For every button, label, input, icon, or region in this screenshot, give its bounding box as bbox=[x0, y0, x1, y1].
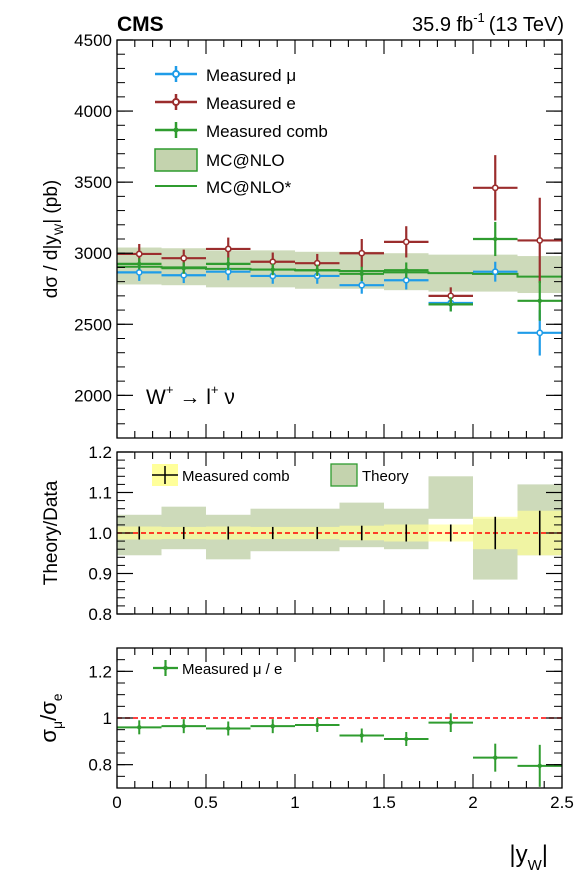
measured-mu-marker bbox=[135, 269, 143, 276]
measured-comb-marker bbox=[226, 261, 231, 267]
mid-ticks: 0.8 0.9 1.0 1.1 1.2 bbox=[88, 443, 563, 624]
mu-e-ratio-marker bbox=[315, 722, 320, 728]
legend-mu-marker bbox=[172, 70, 180, 78]
legend-entry-e: Measured e bbox=[155, 94, 296, 113]
mid-ytick-label: 1.0 bbox=[88, 524, 112, 543]
measured-e-marker bbox=[269, 258, 277, 266]
legend-mcnlo-swatch bbox=[154, 148, 198, 172]
top-ytick-label: 3000 bbox=[74, 244, 112, 263]
measured-e-marker bbox=[358, 249, 366, 257]
process-annotation: W+ → l+ ν bbox=[146, 382, 235, 409]
energy-value: (13 TeV) bbox=[489, 14, 564, 36]
legend-entry-mcnlo-star: MC@NLO* bbox=[155, 178, 292, 197]
mu-e-ratio-marker bbox=[404, 736, 409, 742]
mu-e-ratio-marker bbox=[137, 725, 142, 730]
muon-electron-ratio-panel: 0.8 1 1.2 0 0.5 1 1.5 2 2.5 σμ/σe Measured μ / e… bbox=[36, 647, 574, 874]
top-ticks: 2000 2500 3000 3500 4000 4500 bbox=[74, 31, 563, 439]
mu-e-ratio-marker bbox=[448, 720, 453, 725]
bottom-ticks: 0.8 1 1.2 0 0.5 1 1.5 2 2.5 bbox=[88, 647, 574, 812]
legend-mcnlo-star-label: MC@NLO* bbox=[206, 178, 292, 197]
lumi-exponent: -1 bbox=[473, 10, 485, 25]
legend-e-label: Measured e bbox=[206, 94, 296, 113]
mu-e-ratio-marker bbox=[181, 723, 186, 729]
bottom-points-layer bbox=[117, 713, 562, 787]
bottom-ylabel: σμ/σe bbox=[36, 693, 65, 742]
measured-mu-marker bbox=[358, 281, 366, 289]
measured-e-marker bbox=[180, 254, 188, 262]
top-ytick-label: 4500 bbox=[74, 31, 112, 50]
legend-entry-mcnlo: MC@NLO bbox=[154, 148, 285, 172]
measured-mu-marker bbox=[491, 268, 499, 276]
mid-ytick-label: 1.2 bbox=[88, 443, 112, 462]
theory-band-bin bbox=[428, 476, 473, 519]
measured-e-marker bbox=[224, 245, 232, 253]
top-ylabel: dσ / d|yW| (pb) bbox=[41, 180, 66, 298]
legend-comb-label: Measured comb bbox=[206, 122, 328, 141]
bottom-legend: Measured μ / e bbox=[153, 660, 282, 678]
mu-e-ratio-marker bbox=[359, 733, 364, 738]
measured-e-marker bbox=[536, 237, 544, 244]
measured-comb-marker bbox=[359, 271, 364, 277]
measured-mu-marker bbox=[536, 329, 544, 337]
legend-e-marker bbox=[172, 98, 180, 106]
measured-e-marker bbox=[491, 184, 499, 192]
measured-comb-marker bbox=[537, 298, 542, 304]
x-axis-label: |yW| bbox=[509, 841, 548, 874]
bottom-xtick-label: 1.5 bbox=[372, 793, 396, 812]
top-ytick-label: 3500 bbox=[74, 173, 112, 192]
bottom-ytick-label: 1.2 bbox=[88, 662, 112, 681]
legend-ratio-label: Measured μ / e bbox=[182, 661, 282, 678]
top-ytick-label: 4000 bbox=[74, 102, 112, 121]
legend-entry-mu: Measured μ bbox=[155, 66, 296, 85]
ratio-panel: 0.8 0.9 1.0 1.1 1.2 Theory/Data Measured com… bbox=[41, 443, 563, 624]
top-ytick-label: 2000 bbox=[74, 386, 112, 405]
mid-ytick-label: 0.8 bbox=[88, 605, 112, 624]
measured-points-layer bbox=[117, 155, 562, 356]
legend-theory-swatch bbox=[330, 463, 358, 487]
mid-ytick-label: 0.9 bbox=[88, 565, 112, 584]
bottom-xtick-label: 0.5 bbox=[194, 793, 218, 812]
legend-theory-label: Theory bbox=[362, 468, 409, 485]
bottom-xtick-label: 2 bbox=[468, 793, 477, 812]
luminosity-label: 35.9 fb-1 (13 TeV) bbox=[412, 10, 564, 36]
measured-comb-marker bbox=[181, 265, 186, 271]
measured-e-marker bbox=[402, 238, 410, 246]
mid-ytick-label: 1.1 bbox=[88, 484, 112, 503]
bottom-ytick-label: 1 bbox=[103, 709, 112, 728]
legend-comb-marker bbox=[173, 127, 179, 133]
legend-ratio-marker bbox=[163, 665, 168, 671]
experiment-label: CMS bbox=[117, 13, 164, 36]
measured-comb-marker bbox=[137, 261, 142, 267]
mu-e-ratio-marker bbox=[537, 763, 542, 769]
bottom-ytick-label: 0.8 bbox=[88, 756, 112, 775]
measured-e-marker bbox=[135, 250, 143, 258]
mu-e-ratio-marker bbox=[493, 755, 498, 760]
legend-mid-comb-label: Measured comb bbox=[182, 468, 290, 485]
lumi-value: 35.9 fb bbox=[412, 14, 473, 36]
legend-mcnlo-label: MC@NLO bbox=[206, 151, 285, 170]
top-panel: 2000 2500 3000 3500 4000 4500 dσ / d|yW| (pb)… bbox=[41, 31, 563, 439]
measured-comb-marker bbox=[448, 302, 453, 307]
legend-mu-label: Measured μ bbox=[206, 66, 296, 85]
mid-ylabel: Theory/Data bbox=[41, 480, 62, 585]
mid-legend: Measured comb Theory bbox=[152, 463, 409, 487]
measured-comb-marker bbox=[493, 236, 498, 242]
measured-comb-marker bbox=[315, 268, 320, 273]
mu-e-ratio-marker bbox=[226, 726, 231, 731]
ratio-points-layer bbox=[138, 510, 541, 556]
bottom-xtick-label: 1 bbox=[290, 793, 299, 812]
measured-comb-marker bbox=[404, 268, 409, 273]
legend-entry-comb: Measured comb bbox=[155, 122, 328, 141]
measured-mu-marker bbox=[402, 276, 410, 284]
top-ytick-label: 2500 bbox=[74, 315, 112, 334]
theory-band-bin bbox=[339, 502, 384, 548]
bottom-xtick-label: 0 bbox=[112, 793, 121, 812]
bottom-xtick-label: 2.5 bbox=[550, 793, 574, 812]
measured-comb-marker bbox=[270, 267, 275, 272]
top-legend: Measured μ Measured e Measured comb MC@N… bbox=[154, 66, 328, 197]
mu-e-ratio-marker bbox=[270, 723, 275, 729]
